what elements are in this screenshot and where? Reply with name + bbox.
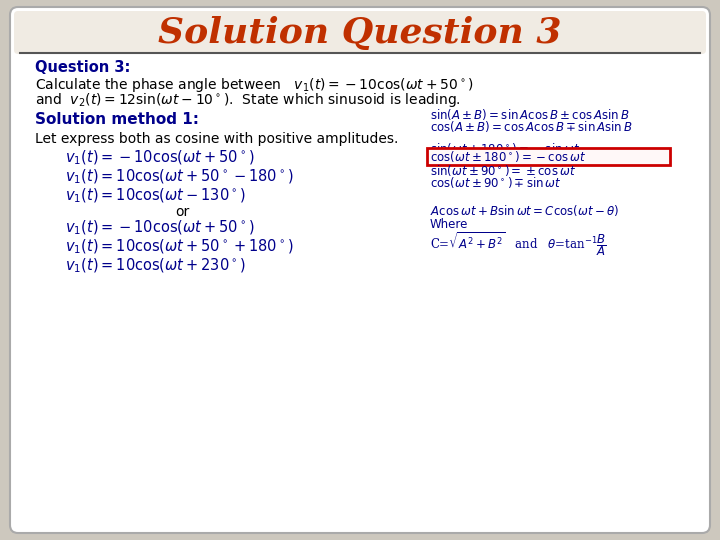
Text: $v_1(t)=10\cos(\omega t+50^\circ-180^\circ)$: $v_1(t)=10\cos(\omega t+50^\circ-180^\ci… [65, 168, 294, 186]
Text: $\sin(\omega t\pm180^\circ)=-\sin\omega t$: $\sin(\omega t\pm180^\circ)=-\sin\omega … [430, 140, 580, 156]
Text: Solution method 1:: Solution method 1: [35, 112, 199, 127]
Text: Let express both as cosine with positive amplitudes.: Let express both as cosine with positive… [35, 132, 398, 146]
FancyBboxPatch shape [14, 11, 706, 54]
Text: $\sin(\omega t\pm90^\circ)=\pm\cos\omega t$: $\sin(\omega t\pm90^\circ)=\pm\cos\omega… [430, 163, 576, 178]
Text: $A\cos\omega t+B\sin\omega t=C\cos(\omega t-\theta)$: $A\cos\omega t+B\sin\omega t=C\cos(\omeg… [430, 202, 619, 218]
Text: $\cos(\omega t\pm180^\circ)=-\cos\omega t$: $\cos(\omega t\pm180^\circ)=-\cos\omega … [430, 148, 586, 164]
Text: or: or [175, 205, 189, 219]
Text: $\sin(A\pm B)=\sin A\cos B\pm\cos A\sin B$: $\sin(A\pm B)=\sin A\cos B\pm\cos A\sin … [430, 107, 630, 123]
Text: $v_1(t)=10\cos(\omega t+230^\circ)$: $v_1(t)=10\cos(\omega t+230^\circ)$ [65, 257, 246, 275]
FancyBboxPatch shape [10, 7, 710, 533]
FancyBboxPatch shape [426, 147, 670, 165]
Text: $\cos(A\pm B)=\cos A\cos B\mp\sin A\sin B$: $\cos(A\pm B)=\cos A\cos B\mp\sin A\sin … [430, 119, 633, 134]
Text: C=$\sqrt{A^2+B^2}$   and   $\theta$=tan$^{-1}\dfrac{B}{A}$: C=$\sqrt{A^2+B^2}$ and $\theta$=tan$^{-1… [430, 230, 607, 258]
Text: and  $v_2(t) = 12\sin(\omega t-10^\circ)$.  State which sinusoid is leading.: and $v_2(t) = 12\sin(\omega t-10^\circ)$… [35, 91, 461, 109]
Text: Solution Question 3: Solution Question 3 [158, 16, 562, 50]
Text: $v_1(t)=-10\cos(\omega t+50^\circ)$: $v_1(t)=-10\cos(\omega t+50^\circ)$ [65, 149, 255, 167]
Text: $v_1(t)=10\cos(\omega t-130^\circ)$: $v_1(t)=10\cos(\omega t-130^\circ)$ [65, 187, 246, 205]
Text: $v_1(t)=-10\cos(\omega t+50^\circ)$: $v_1(t)=-10\cos(\omega t+50^\circ)$ [65, 219, 255, 237]
Text: $v_1(t)=10\cos(\omega t+50^\circ+180^\circ)$: $v_1(t)=10\cos(\omega t+50^\circ+180^\ci… [65, 238, 294, 256]
Text: $\cos(\omega t\pm90^\circ)\mp\sin\omega t$: $\cos(\omega t\pm90^\circ)\mp\sin\omega … [430, 174, 562, 190]
Text: Question 3:: Question 3: [35, 60, 130, 76]
Text: Calculate the phase angle between   $v_1(t) = -10\cos(\omega t+50^\circ)$: Calculate the phase angle between $v_1(t… [35, 76, 474, 94]
Text: Where: Where [430, 218, 469, 231]
